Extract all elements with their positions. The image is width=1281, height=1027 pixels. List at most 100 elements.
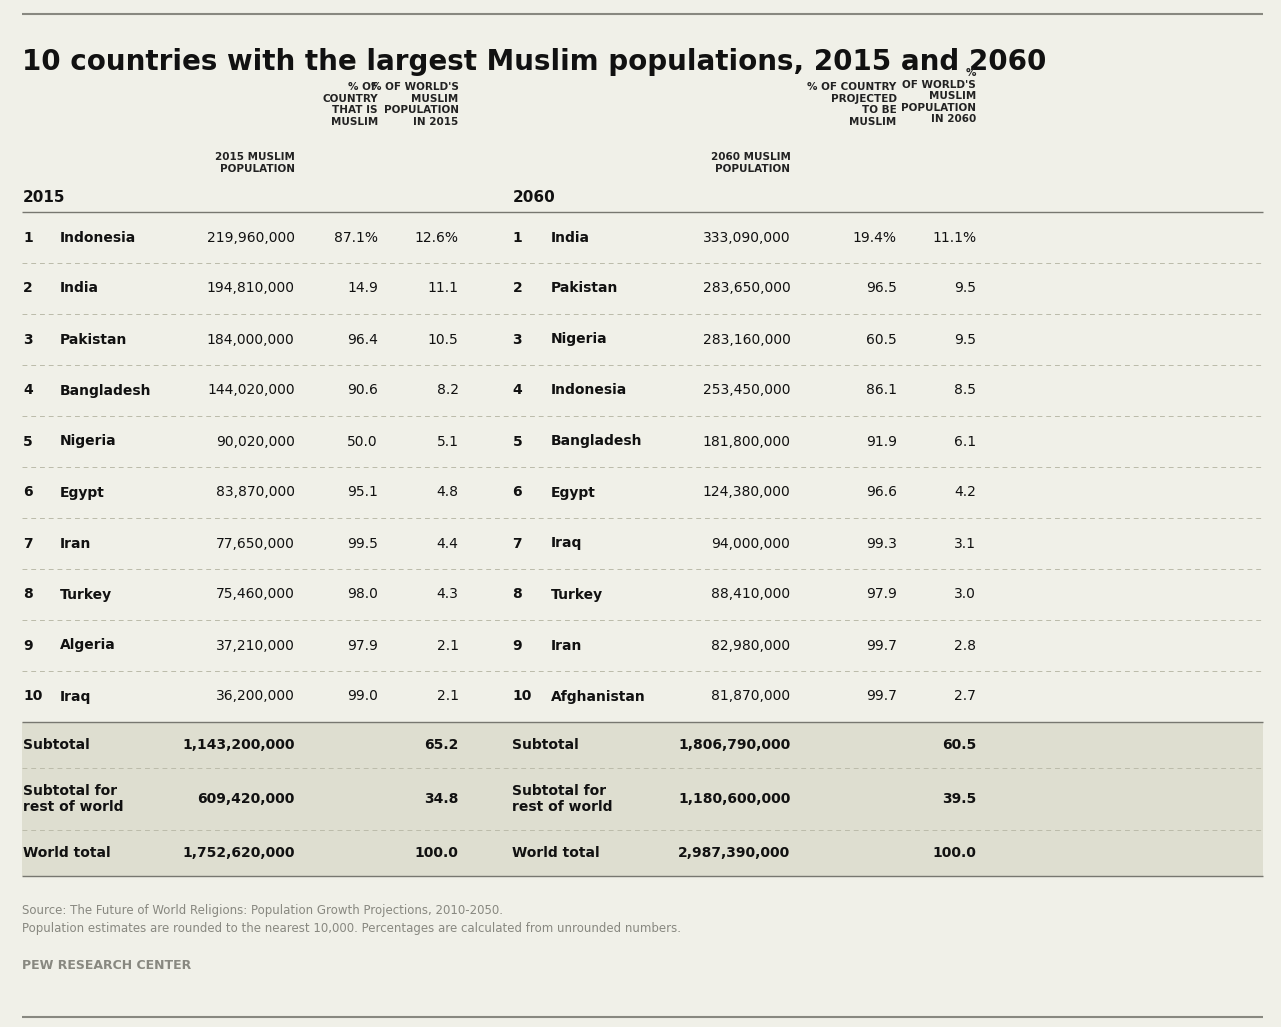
Text: 99.7: 99.7 (866, 689, 897, 703)
Text: Source: The Future of World Religions: Population Growth Projections, 2010-2050.: Source: The Future of World Religions: P… (22, 904, 503, 917)
Text: Algeria: Algeria (60, 639, 117, 652)
Text: 87.1%: 87.1% (334, 230, 378, 244)
Text: 60.5: 60.5 (942, 738, 976, 752)
Text: 82,980,000: 82,980,000 (711, 639, 790, 652)
Text: 1,143,200,000: 1,143,200,000 (182, 738, 295, 752)
Text: 4.4: 4.4 (437, 536, 459, 550)
Text: World total: World total (23, 846, 110, 860)
Text: 1: 1 (512, 230, 523, 244)
Text: 184,000,000: 184,000,000 (206, 333, 295, 346)
Text: 4.2: 4.2 (954, 486, 976, 499)
Text: Nigeria: Nigeria (551, 333, 607, 346)
Text: % OF COUNTRY
PROJECTED
TO BE
MUSLIM: % OF COUNTRY PROJECTED TO BE MUSLIM (807, 82, 897, 126)
Text: 8.5: 8.5 (954, 383, 976, 397)
Text: Iraq: Iraq (60, 689, 91, 703)
Text: 97.9: 97.9 (866, 587, 897, 602)
Text: Egypt: Egypt (551, 486, 596, 499)
Text: Subtotal: Subtotal (23, 738, 90, 752)
Text: 10.5: 10.5 (428, 333, 459, 346)
Text: 39.5: 39.5 (942, 792, 976, 806)
Text: 3.1: 3.1 (954, 536, 976, 550)
Text: 9.5: 9.5 (954, 281, 976, 296)
Text: Subtotal: Subtotal (512, 738, 579, 752)
Text: 99.0: 99.0 (347, 689, 378, 703)
Text: 5: 5 (23, 434, 33, 449)
Text: 90,020,000: 90,020,000 (215, 434, 295, 449)
Text: 7: 7 (512, 536, 523, 550)
Text: 99.3: 99.3 (866, 536, 897, 550)
Text: 96.5: 96.5 (866, 281, 897, 296)
Text: 34.8: 34.8 (424, 792, 459, 806)
Text: 2.7: 2.7 (954, 689, 976, 703)
Text: 2.8: 2.8 (954, 639, 976, 652)
Text: % OF WORLD'S
MUSLIM
POPULATION
IN 2015: % OF WORLD'S MUSLIM POPULATION IN 2015 (370, 82, 459, 126)
Text: 2015 MUSLIM
POPULATION: 2015 MUSLIM POPULATION (215, 152, 295, 174)
Text: 181,800,000: 181,800,000 (702, 434, 790, 449)
Text: Pakistan: Pakistan (60, 333, 128, 346)
Text: Indonesia: Indonesia (551, 383, 628, 397)
Text: 1,180,600,000: 1,180,600,000 (678, 792, 790, 806)
Text: 77,650,000: 77,650,000 (215, 536, 295, 550)
Text: 86.1: 86.1 (866, 383, 897, 397)
Text: 4: 4 (512, 383, 523, 397)
Text: 3.0: 3.0 (954, 587, 976, 602)
Text: 81,870,000: 81,870,000 (711, 689, 790, 703)
Text: Indonesia: Indonesia (60, 230, 137, 244)
Text: 5.1: 5.1 (437, 434, 459, 449)
Text: 96.6: 96.6 (866, 486, 897, 499)
Text: 100.0: 100.0 (415, 846, 459, 860)
Text: 1,752,620,000: 1,752,620,000 (182, 846, 295, 860)
Text: 11.1%: 11.1% (933, 230, 976, 244)
Text: % OF
COUNTRY
THAT IS
MUSLIM: % OF COUNTRY THAT IS MUSLIM (323, 82, 378, 126)
Text: 37,210,000: 37,210,000 (215, 639, 295, 652)
Text: Nigeria: Nigeria (60, 434, 117, 449)
Text: 90.6: 90.6 (347, 383, 378, 397)
Text: 14.9: 14.9 (347, 281, 378, 296)
Text: 6: 6 (512, 486, 523, 499)
Text: 2.1: 2.1 (437, 639, 459, 652)
Text: 219,960,000: 219,960,000 (206, 230, 295, 244)
Text: Egypt: Egypt (60, 486, 105, 499)
Text: 8: 8 (23, 587, 33, 602)
Text: 11.1: 11.1 (428, 281, 459, 296)
Text: 1: 1 (23, 230, 33, 244)
Text: Turkey: Turkey (60, 587, 113, 602)
Text: 50.0: 50.0 (347, 434, 378, 449)
Text: 2: 2 (512, 281, 523, 296)
Text: 83,870,000: 83,870,000 (215, 486, 295, 499)
Text: 194,810,000: 194,810,000 (206, 281, 295, 296)
Text: 10 countries with the largest Muslim populations, 2015 and 2060: 10 countries with the largest Muslim pop… (22, 48, 1047, 76)
Text: 253,450,000: 253,450,000 (703, 383, 790, 397)
Text: 10: 10 (23, 689, 42, 703)
Text: Population estimates are rounded to the nearest 10,000. Percentages are calculat: Population estimates are rounded to the … (22, 922, 681, 935)
Text: Subtotal for
rest of world: Subtotal for rest of world (23, 784, 123, 814)
Text: 8.2: 8.2 (437, 383, 459, 397)
Text: Subtotal for
rest of world: Subtotal for rest of world (512, 784, 612, 814)
Bar (22, 722, 1263, 876)
Text: 65.2: 65.2 (424, 738, 459, 752)
Text: 88,410,000: 88,410,000 (711, 587, 790, 602)
Text: 283,160,000: 283,160,000 (702, 333, 790, 346)
Text: Iran: Iran (551, 639, 582, 652)
Text: 609,420,000: 609,420,000 (197, 792, 295, 806)
Text: PEW RESEARCH CENTER: PEW RESEARCH CENTER (22, 959, 191, 972)
Text: 75,460,000: 75,460,000 (215, 587, 295, 602)
Text: 2060 MUSLIM
POPULATION: 2060 MUSLIM POPULATION (711, 152, 790, 174)
Text: 97.9: 97.9 (347, 639, 378, 652)
Text: 3: 3 (23, 333, 33, 346)
Text: 91.9: 91.9 (866, 434, 897, 449)
Text: 5: 5 (512, 434, 523, 449)
Text: 4: 4 (23, 383, 33, 397)
Text: 2: 2 (23, 281, 33, 296)
Text: 283,650,000: 283,650,000 (702, 281, 790, 296)
Text: 96.4: 96.4 (347, 333, 378, 346)
Text: 2060: 2060 (512, 190, 555, 205)
Text: 100.0: 100.0 (933, 846, 976, 860)
Text: 6: 6 (23, 486, 33, 499)
Text: 2.1: 2.1 (437, 689, 459, 703)
Text: India: India (551, 230, 589, 244)
Text: 94,000,000: 94,000,000 (711, 536, 790, 550)
Text: 144,020,000: 144,020,000 (208, 383, 295, 397)
Text: Afghanistan: Afghanistan (551, 689, 646, 703)
Text: 36,200,000: 36,200,000 (215, 689, 295, 703)
